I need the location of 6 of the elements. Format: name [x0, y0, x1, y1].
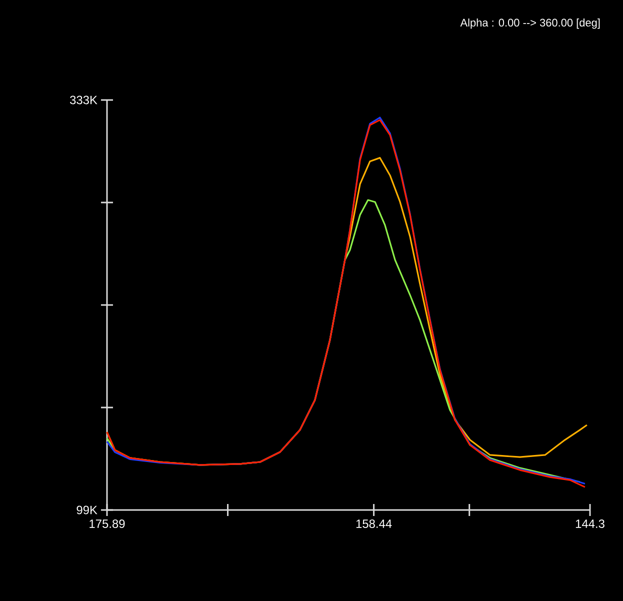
y-tick-label: 333K — [70, 96, 98, 104]
x-tick-label: 175.89 — [90, 520, 125, 528]
y-tick-label: 99K — [76, 506, 98, 514]
text: Alpha : 0.00 --> 360.00 [deg] — [460, 18, 600, 29]
x-tick-label: 158.44 — [356, 520, 392, 528]
x-tick-label: 144.3 — [576, 520, 604, 528]
